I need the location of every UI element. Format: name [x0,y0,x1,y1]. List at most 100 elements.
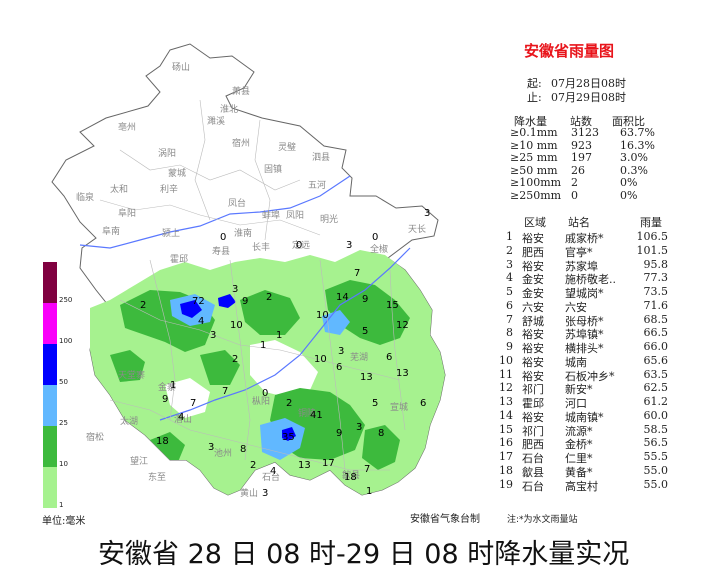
rainfall-value: 72 [192,296,205,307]
stats-ratio: 0% [620,176,638,189]
ranking-value: 55.5 [643,450,669,463]
city-label: 宿松 [86,433,105,443]
ranking-station: 石板冲乡* [565,369,615,383]
ranking-value: 56.5 [643,436,669,450]
rainfall-value: 6 [336,362,343,373]
ranking-station: 戚家桥* [565,232,604,245]
rainfall-value: 10 [314,354,327,365]
legend-label: 25 [59,419,68,427]
ranking-rank: 2 [506,243,513,257]
ranking-value: 58.5 [643,422,669,436]
city-label: 天堂寨 [118,371,146,381]
ranking-value: 65.6 [643,353,669,367]
stats-header: 面积比 [612,115,645,128]
ranking-rank: 17 [499,450,513,463]
city-label: 砀山 [172,63,191,73]
city-label: 歙县 [342,471,361,481]
rainfall-value: 2 [140,300,147,311]
ranking-rank: 16 [499,436,513,450]
rainfall-value: 2 [250,460,257,471]
city-label: 明光 [320,215,339,225]
rainfall-value: 9 [242,296,249,307]
rainfall-value: 9 [162,394,169,405]
stats-level: ≥250mm [510,188,562,202]
city-label: 望江 [130,457,149,467]
end-time-label: 止: [527,91,542,104]
rainfall-value: 13 [298,460,311,471]
ranking-region: 石台 [522,452,544,465]
ranking-region: 祁门 [522,383,544,397]
ranking-rank: 14 [499,408,513,422]
city-label: 凤台 [228,199,247,209]
city-label: 阜阳 [118,209,137,219]
ranking-rank: 19 [499,477,513,491]
ranking-region: 肥西 [522,245,544,259]
ranking-region: 裕安 [522,369,544,383]
rainfall-value: 41 [310,410,323,421]
rainfall-value: 5 [362,326,369,337]
ranking-value: 66.0 [643,340,669,353]
city-label: 长丰 [252,243,271,253]
rainfall-value: 7 [190,398,197,409]
ranking-rank: 18 [499,463,513,477]
ranking-station: 张母桥* [565,314,604,328]
ranking-value: 73.5 [643,285,669,298]
legend-swatch [43,426,57,467]
rainfall-value: 1 [260,340,267,351]
rainfall-value: 10 [230,320,243,331]
city-label: 金寨 [158,383,177,393]
stats-level: ≥0.1mm [510,126,558,139]
ranking-rank: 6 [506,298,513,312]
city-label: 寿县 [212,247,231,257]
ranking-rank: 5 [506,285,513,298]
city-label: 五河 [308,181,327,191]
ranking-value: 55.0 [643,463,669,477]
rainfall-value: 3 [232,284,239,295]
legend-swatch [43,303,57,344]
ranking-station: 苏埠镇* [565,328,604,342]
city-label: 黄山 [240,489,259,499]
ranking-station: 流源* [565,424,593,438]
city-label: 阜南 [102,227,121,237]
ranking-station: 城南镇* [565,410,604,424]
ranking-station: 新安* [565,383,593,397]
legend-label: 10 [59,460,68,468]
stats-count: 0 [571,188,578,202]
city-label: 太和 [110,185,129,195]
city-label: 临泉 [76,193,95,203]
ranking-station: 苏家埠 [565,259,598,273]
city-label: 铜陵 [298,409,317,419]
city-label: 淮北 [220,105,239,115]
footnote: 注:*为水文雨量站 [507,515,578,525]
ranking-rank: 7 [506,312,513,326]
ranking-rank: 12 [499,381,513,395]
legend-label: 250 [59,296,73,304]
ranking-station: 金桥* [565,438,593,452]
city-label: 蚌埠 [262,211,281,221]
ranking-value: 68.5 [643,312,669,326]
stats-level: ≥25 mm [510,151,558,164]
legend-swatch [43,467,57,508]
ranking-region: 六安 [522,300,544,314]
legend-swatch [43,385,57,426]
ranking-station: 高宝村 [565,479,598,493]
stats-ratio: 0% [620,188,638,202]
stats-count: 3123 [571,126,599,139]
ranking-rank: 3 [506,257,513,271]
rainfall-value: 7 [354,268,361,279]
ranking-value: 77.3 [643,271,669,285]
ranking-region: 裕安 [522,328,544,342]
stats-level: ≥10 mm [510,138,558,152]
stats-ratio: 0.3% [620,163,648,177]
city-label: 凤阳 [286,211,305,221]
rainfall-value: 4 [198,316,205,327]
ranking-region: 裕安 [522,410,544,424]
rainfall-value: 8 [240,444,247,455]
rainfall-value: 1 [366,486,373,497]
city-label: 东至 [148,473,167,483]
legend-label: 50 [59,378,68,386]
start-time: 07月28日08时 [551,77,626,90]
rainfall-value: 13 [360,372,373,383]
city-label: 淮南 [234,229,253,239]
city-label: 芜湖 [350,353,369,363]
